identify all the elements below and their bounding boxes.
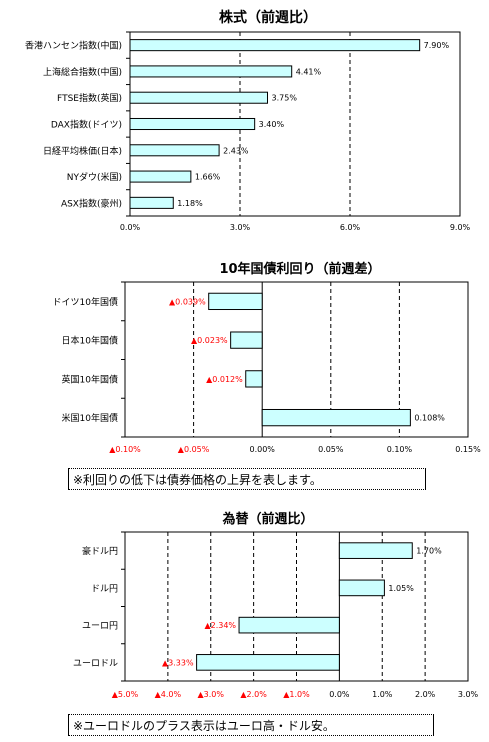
category-label: ドイツ10年国債: [53, 296, 118, 308]
tick-label: ▲1.0%: [283, 690, 310, 699]
tick-label: 0.0%: [120, 223, 141, 232]
category-label: 日経平均株価(日本): [43, 145, 122, 157]
bar: [129, 170, 192, 183]
category-label: ユーロ円: [82, 621, 118, 632]
bar: [245, 370, 263, 388]
tick-label: ▲5.0%: [112, 690, 139, 699]
chart-title: 株式（前週比）: [219, 9, 317, 26]
data-label: 4.41%: [296, 67, 322, 76]
bar: [196, 654, 340, 671]
tick-label: 0.05%: [318, 445, 344, 454]
data-label: ▲0.023%: [191, 336, 228, 345]
data-label: ▲3.33%: [162, 658, 194, 667]
data-label: 2.43%: [223, 146, 249, 155]
data-label: 7.90%: [424, 41, 450, 50]
bar: [261, 408, 411, 427]
stocks-chart: 株式（前週比） 0.0% 3.0% 6.0% 9.0% 香港ハンセン指数(中国) 7.90%…: [0, 0, 489, 240]
data-label: 1.66%: [195, 173, 221, 182]
tick-label: 0.10%: [387, 445, 413, 454]
data-label: 0.108%: [414, 414, 445, 423]
bond-yield-chart: 10年国債利回り（前週差） ▲0.10% ▲0.05% 0.00% 0.05% 0.10%…: [0, 255, 489, 465]
category-label: FTSE指数(英国): [57, 92, 122, 104]
data-label: ▲0.012%: [206, 375, 243, 384]
tick-label: 3.0%: [230, 223, 251, 232]
bar: [129, 117, 256, 131]
fx-note: ※ユーロドルのプラス表示はユーロ高・ドル安。: [68, 714, 434, 736]
bar: [129, 39, 421, 52]
category-label: 上海総合指数(中国): [43, 66, 122, 78]
bar: [238, 616, 340, 634]
data-label: 1.18%: [177, 199, 203, 208]
fx-chart-svg: 為替（前週比） ▲5.0% ▲4.0% ▲3.0% ▲2.0% ▲1.0% 0.0% 1.0%…: [73, 511, 479, 699]
data-label: 3.40%: [259, 120, 285, 129]
tick-label: 0.0%: [329, 690, 350, 699]
fx-chart: 為替（前週比） ▲5.0% ▲4.0% ▲3.0% ▲2.0% ▲1.0% 0.0% 1.0%…: [0, 505, 489, 715]
bar: [129, 144, 220, 157]
bar: [230, 331, 263, 349]
category-label: 日本10年国債: [62, 335, 118, 347]
tick-label: 1.0%: [372, 690, 393, 699]
category-label: DAX指数(ドイツ): [51, 119, 122, 131]
data-label: ▲0.039%: [169, 297, 206, 306]
bar: [338, 542, 413, 559]
tick-label: 0.00%: [249, 445, 275, 454]
tick-label: ▲2.0%: [240, 690, 267, 699]
chart-title: 10年国債利回り（前週差）: [219, 261, 380, 277]
data-label: ▲2.34%: [204, 621, 236, 630]
bond-yield-note: ※利回りの低下は債券価格の上昇を表します。: [68, 468, 426, 490]
stocks-chart-svg: 株式（前週比） 0.0% 3.0% 6.0% 9.0% 香港ハンセン指数(中国) 7.90%…: [25, 9, 471, 232]
tick-label: 0.15%: [455, 445, 481, 454]
chart-title: 為替（前週比）: [222, 511, 313, 527]
category-label: ユーロドル: [73, 659, 118, 669]
tick-label: ▲0.10%: [109, 445, 141, 454]
bar: [129, 196, 174, 209]
tick-label: 6.0%: [340, 223, 361, 232]
category-label: NYダウ(米国): [67, 171, 122, 183]
data-label: 1.05%: [388, 584, 414, 593]
category-label: 香港ハンセン指数(中国): [25, 40, 122, 52]
bar: [208, 292, 263, 311]
tick-label: 2.0%: [415, 690, 436, 699]
category-label: 米国10年国債: [62, 412, 118, 424]
data-label: 1.70%: [416, 547, 442, 556]
bond-yield-chart-svg: 10年国債利回り（前週差） ▲0.10% ▲0.05% 0.00% 0.05% 0.10%…: [53, 261, 482, 454]
data-label: 3.75%: [272, 94, 298, 103]
bar: [129, 65, 293, 78]
bar: [338, 579, 385, 597]
category-label: 英国10年国債: [62, 373, 118, 385]
tick-label: 9.0%: [450, 223, 471, 232]
tick-label: ▲3.0%: [198, 690, 225, 699]
tick-label: 3.0%: [458, 690, 479, 699]
tick-label: ▲0.05%: [178, 445, 210, 454]
tick-label: ▲4.0%: [155, 690, 182, 699]
category-label: ドル円: [91, 583, 118, 594]
category-label: ASX指数(豪州): [61, 197, 122, 209]
category-label: 豪ドル円: [82, 545, 118, 557]
bar: [129, 91, 268, 104]
